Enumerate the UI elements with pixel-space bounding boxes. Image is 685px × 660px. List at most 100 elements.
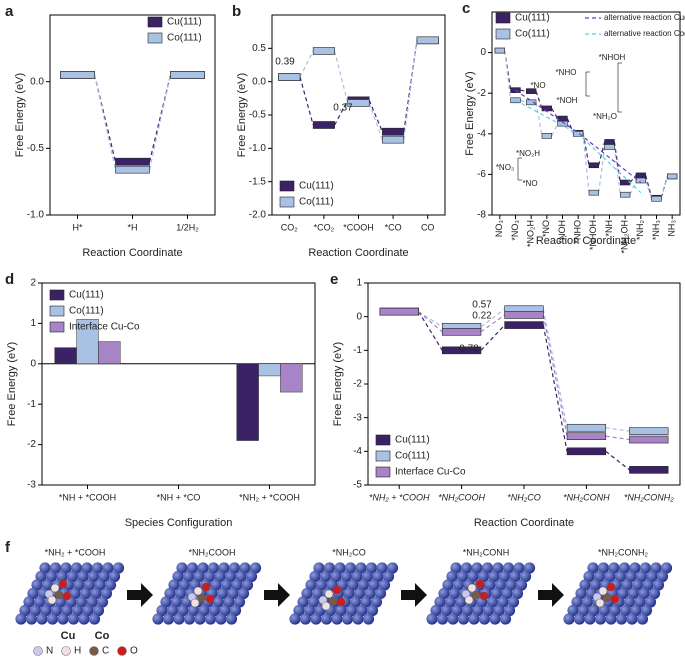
adsorbate-atom — [328, 596, 338, 606]
x-tick-label: H* — [72, 222, 82, 232]
atom — [237, 587, 250, 600]
connector — [542, 324, 568, 452]
connector — [582, 132, 590, 166]
arrow — [127, 583, 153, 607]
atom — [438, 587, 450, 600]
structure-label: *NH₂CONH₂ — [598, 547, 648, 557]
legend-label: Cu(111) — [395, 435, 430, 446]
adsorbate-atom — [332, 585, 342, 595]
connector — [403, 40, 418, 140]
atom — [640, 604, 653, 617]
adsorbate-atom — [205, 594, 215, 604]
adsorbate-atom — [201, 582, 211, 592]
atom — [182, 570, 195, 583]
atom — [370, 596, 383, 608]
y-tick-label: 0.5 — [252, 43, 266, 54]
x-tick-label: *NH₂COOH — [438, 492, 485, 502]
atom — [57, 613, 69, 625]
energy-level — [566, 423, 607, 432]
y-axis-title: Free Energy (eV) — [6, 342, 18, 426]
atom — [225, 613, 238, 625]
atom — [87, 570, 100, 583]
atom — [573, 613, 586, 625]
y-axis-title: Free Energy (eV) — [236, 73, 248, 157]
atom — [215, 613, 227, 625]
atom — [489, 613, 501, 625]
atom — [341, 613, 354, 625]
atom — [353, 587, 366, 600]
atom — [374, 587, 387, 600]
bar — [258, 363, 281, 377]
atom — [233, 596, 246, 608]
atom — [646, 570, 658, 583]
adsorbate-atom — [62, 591, 72, 601]
connector — [480, 308, 506, 328]
energy-level — [382, 135, 405, 144]
x-tick-label: *CO — [385, 222, 402, 232]
x-tick-label: *NH — [604, 220, 614, 237]
connector — [605, 435, 630, 441]
y-tick-label: -0.5 — [249, 110, 267, 121]
adsorbate-atom — [467, 583, 477, 593]
atom — [378, 579, 391, 591]
x-tick-label: *NH₂ — [635, 219, 645, 240]
atom — [310, 613, 322, 625]
metal-label: Co — [95, 630, 110, 642]
connector — [418, 311, 443, 351]
atom — [219, 604, 231, 617]
connector — [551, 108, 559, 119]
atom — [186, 562, 199, 574]
energy-level — [541, 133, 552, 139]
connector — [299, 50, 314, 78]
atom — [335, 604, 347, 617]
atom — [503, 604, 516, 617]
y-tick-label: 2 — [30, 278, 36, 289]
atom — [166, 604, 179, 617]
atom — [212, 596, 225, 608]
connector — [542, 309, 568, 428]
atom — [187, 604, 200, 617]
atom — [23, 596, 35, 608]
atom — [340, 570, 353, 583]
y-tick-label: 0.0 — [252, 76, 266, 87]
atom — [627, 587, 640, 600]
atom — [319, 570, 332, 583]
x-axis-title: Reaction Coordinate — [308, 247, 408, 259]
atom — [372, 570, 384, 583]
connector — [645, 175, 653, 198]
atom — [245, 570, 258, 583]
x-tick-label: *NH₂ + *COOH — [239, 492, 300, 502]
atom — [218, 562, 230, 574]
connector — [504, 50, 512, 91]
atom — [349, 596, 362, 608]
atom — [440, 604, 453, 617]
atom — [656, 570, 669, 583]
y-tick-label: -1.0 — [249, 143, 267, 154]
connector — [418, 311, 443, 328]
energy-level — [115, 157, 150, 166]
atom — [297, 596, 309, 608]
atom — [96, 596, 109, 608]
atom — [630, 604, 642, 617]
atom — [224, 570, 237, 583]
x-axis-title: Reaction Coordinate — [474, 517, 574, 529]
atom — [357, 579, 370, 591]
atom — [481, 562, 494, 574]
alternative-path — [515, 89, 642, 183]
atom — [330, 570, 342, 583]
atom — [382, 570, 395, 583]
connector — [299, 76, 314, 126]
atom — [315, 579, 328, 591]
atom — [355, 562, 367, 574]
connector — [582, 133, 590, 193]
element-label: H — [74, 646, 81, 657]
atom — [176, 562, 188, 574]
atom — [92, 604, 105, 617]
legend-label: Interface Cu-Co — [395, 467, 466, 478]
atom — [303, 604, 316, 617]
atom — [507, 596, 520, 608]
connector — [480, 324, 506, 351]
x-tick-label: *NH + *COOH — [59, 492, 116, 502]
atom — [15, 613, 27, 625]
slab — [426, 562, 536, 625]
